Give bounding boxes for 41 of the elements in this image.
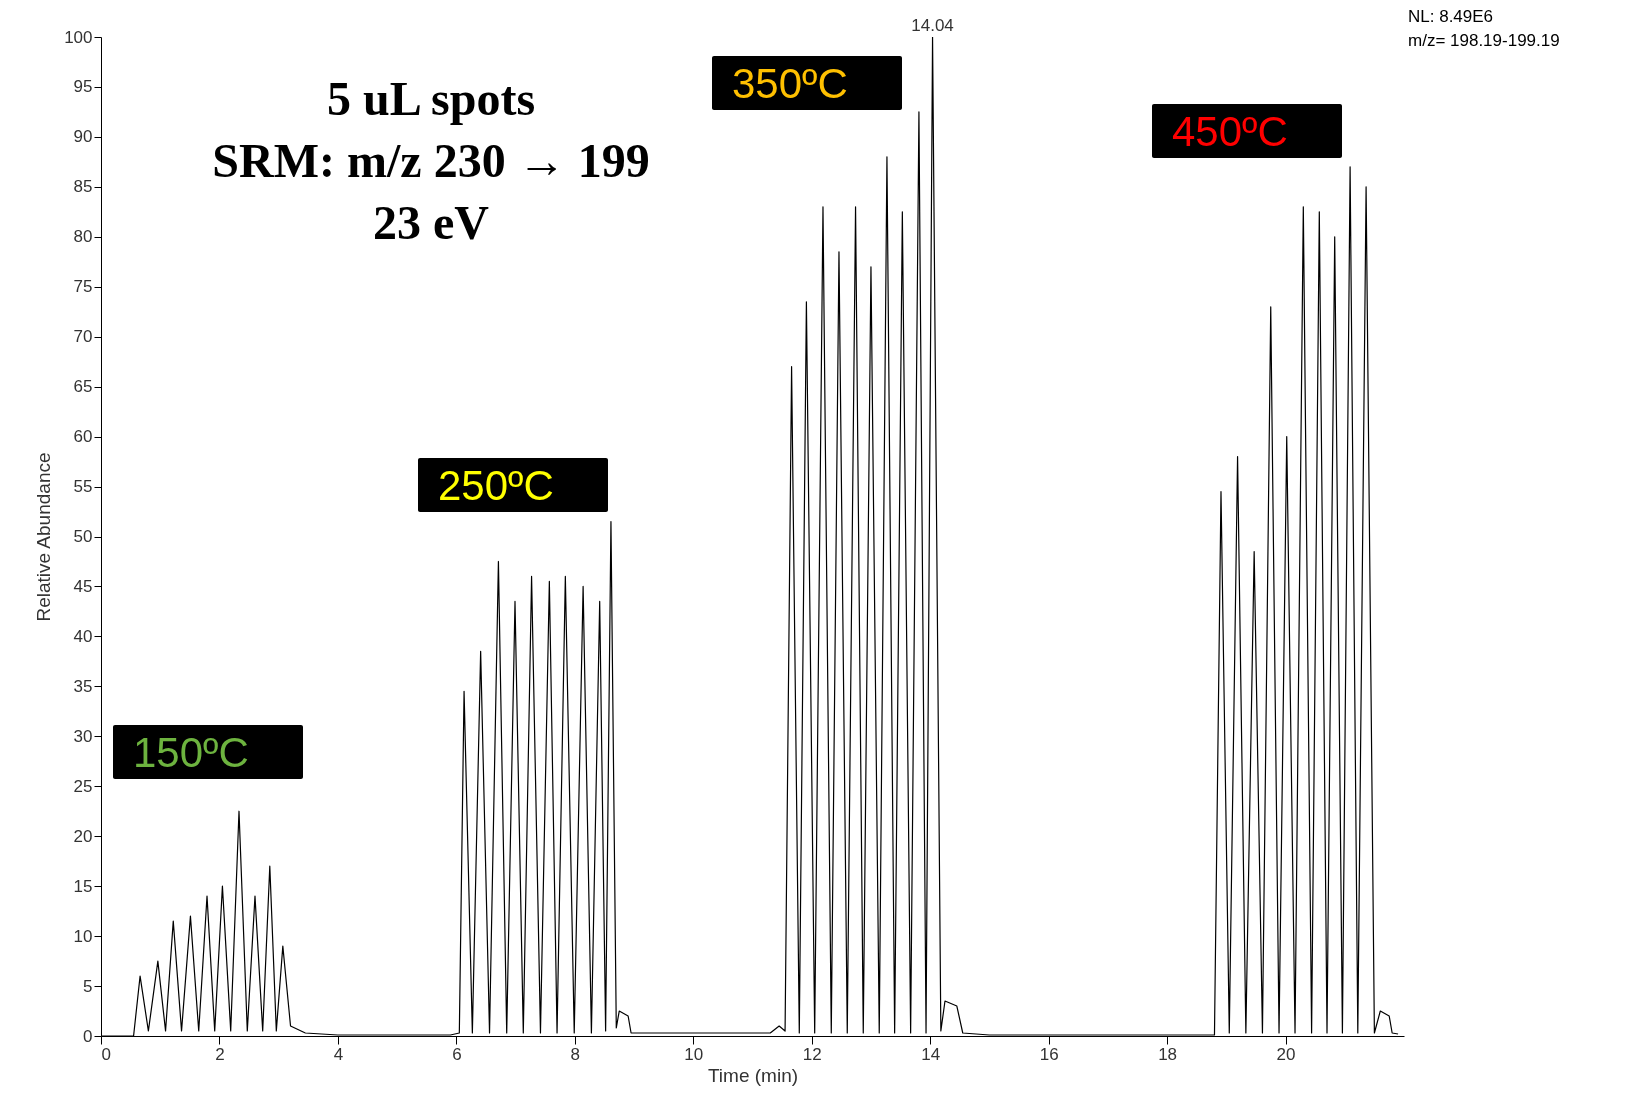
y-tick-label: 75 <box>73 277 93 297</box>
y-tick-label: 95 <box>73 77 93 97</box>
y-tick-label: 20 <box>73 826 93 846</box>
y-tick-label: 40 <box>73 626 93 646</box>
y-tick-label: 10 <box>73 926 93 946</box>
y-tick-label: 0 <box>83 1026 93 1046</box>
y-tick-label: 65 <box>73 377 93 397</box>
y-tick-label: 30 <box>73 726 93 746</box>
x-tick-label: 6 <box>452 1044 462 1064</box>
x-tick-label: 14 <box>921 1044 941 1064</box>
x-tick-label: 4 <box>333 1044 344 1064</box>
y-axis-title: Relative Abundance <box>33 452 55 622</box>
annotation: 250ºC <box>438 462 554 509</box>
x-tick-label: 10 <box>684 1044 704 1064</box>
annotation: 150ºC <box>133 729 249 776</box>
y-tick-label: 70 <box>73 327 93 347</box>
y-tick-label: 80 <box>73 227 93 247</box>
y-tick-label: 60 <box>73 427 93 447</box>
x-tick-label: 18 <box>1158 1044 1178 1064</box>
x-tick-label: 2 <box>215 1044 225 1064</box>
y-tick-label: 85 <box>73 177 93 197</box>
y-tick-label: 15 <box>73 876 93 896</box>
x-tick-label: 0 <box>101 1044 111 1064</box>
x-tick-label: 12 <box>802 1044 822 1064</box>
y-tick-label: 50 <box>73 527 93 546</box>
annotation: 14.04 <box>911 16 954 35</box>
y-tick-label: 55 <box>73 477 93 497</box>
y-tick-label: 25 <box>73 776 93 796</box>
text: NL: 8.49E6 m/z= 198.19-199.19 <box>1408 7 1560 50</box>
x-tick-label: 20 <box>1276 1044 1296 1064</box>
x-axis-title: Time (min) <box>707 1064 799 1086</box>
y-tick-label: 35 <box>73 676 93 696</box>
annotation: 350ºC <box>732 60 848 107</box>
y-tick-label: 90 <box>73 127 93 147</box>
x-tick-label: 8 <box>570 1044 581 1064</box>
y-tick-label: 5 <box>83 976 93 996</box>
annotation: 450ºC <box>1172 108 1288 155</box>
x-tick-label: 16 <box>1039 1044 1059 1064</box>
annotation: 5 uL spots SRM: m/z 230 → 199 23 eV <box>212 72 650 249</box>
y-tick-label: 100 <box>64 27 93 47</box>
y-tick-label: 45 <box>73 576 93 596</box>
